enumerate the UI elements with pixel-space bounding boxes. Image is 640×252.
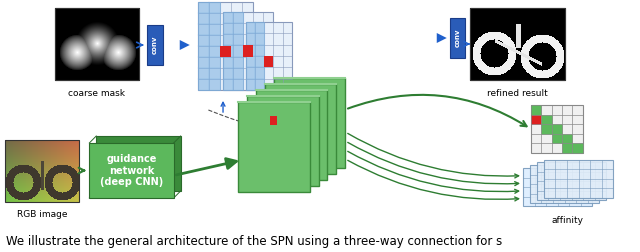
Bar xyxy=(541,115,552,124)
Text: refined result: refined result xyxy=(487,89,548,98)
Bar xyxy=(470,8,564,80)
Bar xyxy=(470,8,564,80)
Text: affinity: affinity xyxy=(552,216,584,225)
Bar xyxy=(562,134,572,143)
Bar xyxy=(247,96,319,186)
Bar xyxy=(198,2,220,90)
Bar xyxy=(449,18,465,58)
Bar xyxy=(220,46,231,57)
Bar xyxy=(243,45,253,56)
Bar xyxy=(264,56,273,67)
Bar xyxy=(90,143,173,198)
Bar xyxy=(537,162,606,200)
Bar xyxy=(265,84,337,174)
Bar xyxy=(96,136,180,191)
Bar xyxy=(223,12,273,90)
Bar xyxy=(5,140,79,202)
Bar xyxy=(552,134,562,143)
Bar xyxy=(572,143,582,153)
Bar xyxy=(531,105,582,153)
Text: guidance
network
(deep CNN): guidance network (deep CNN) xyxy=(100,154,163,187)
Bar xyxy=(544,160,613,198)
Bar xyxy=(256,90,328,180)
Bar xyxy=(238,102,310,192)
Bar xyxy=(530,165,600,203)
Bar xyxy=(531,115,541,124)
Bar xyxy=(270,116,277,125)
Text: RGB image: RGB image xyxy=(17,210,67,219)
Text: conv: conv xyxy=(454,29,460,47)
Text: $w_t$: $w_t$ xyxy=(550,163,564,175)
Bar xyxy=(246,22,292,90)
Bar xyxy=(523,168,593,206)
Bar xyxy=(54,8,139,80)
Bar xyxy=(531,105,541,115)
Bar xyxy=(246,22,264,90)
Bar xyxy=(147,25,163,65)
Bar xyxy=(562,143,572,153)
Text: conv: conv xyxy=(152,36,158,54)
Text: We illustrate the general architecture of the SPN using a three-way connection f: We illustrate the general architecture o… xyxy=(6,235,502,248)
Bar xyxy=(198,2,253,90)
Text: coarse mask: coarse mask xyxy=(68,89,125,98)
Bar xyxy=(54,8,139,80)
Bar xyxy=(552,124,562,134)
Bar xyxy=(223,12,243,90)
Bar xyxy=(541,124,552,134)
Bar xyxy=(274,78,346,168)
